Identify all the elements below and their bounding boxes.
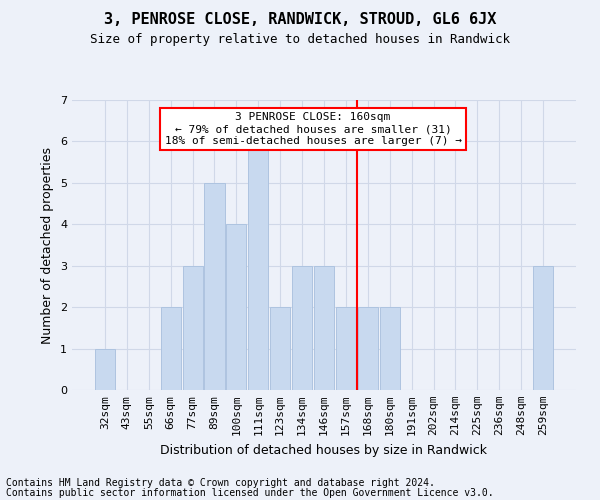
Bar [248, 142, 268, 390]
Bar [161, 307, 181, 390]
Text: Size of property relative to detached houses in Randwick: Size of property relative to detached ho… [90, 32, 510, 46]
Text: Contains public sector information licensed under the Open Government Licence v3: Contains public sector information licen… [6, 488, 494, 498]
Bar [182, 266, 203, 390]
Bar [314, 266, 334, 390]
X-axis label: Distribution of detached houses by size in Randwick: Distribution of detached houses by size … [161, 444, 487, 456]
Bar [380, 307, 400, 390]
Bar [292, 266, 312, 390]
Bar [95, 348, 115, 390]
Text: Contains HM Land Registry data © Crown copyright and database right 2024.: Contains HM Land Registry data © Crown c… [6, 478, 435, 488]
Text: 3 PENROSE CLOSE: 160sqm
← 79% of detached houses are smaller (31)
18% of semi-de: 3 PENROSE CLOSE: 160sqm ← 79% of detache… [164, 112, 461, 146]
Bar [533, 266, 553, 390]
Bar [226, 224, 247, 390]
Bar [205, 183, 224, 390]
Bar [270, 307, 290, 390]
Text: 3, PENROSE CLOSE, RANDWICK, STROUD, GL6 6JX: 3, PENROSE CLOSE, RANDWICK, STROUD, GL6 … [104, 12, 496, 28]
Bar [358, 307, 378, 390]
Y-axis label: Number of detached properties: Number of detached properties [41, 146, 55, 344]
Bar [336, 307, 356, 390]
